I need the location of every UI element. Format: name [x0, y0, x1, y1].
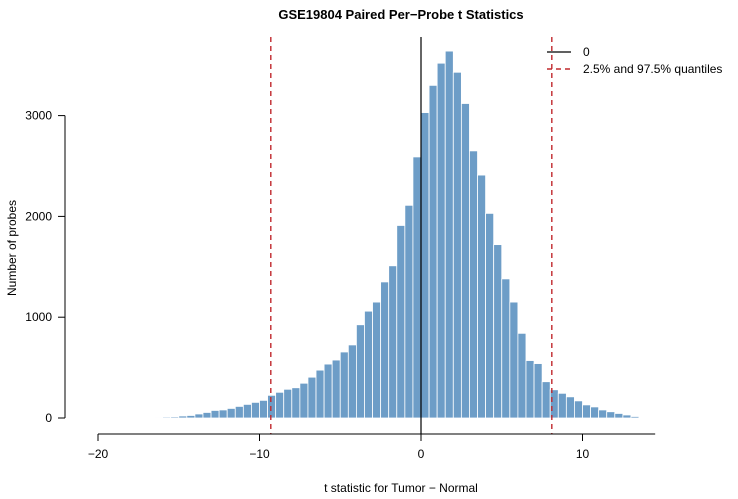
x-tick-label: −10 [249, 447, 270, 461]
histogram-bar [501, 278, 511, 419]
histogram-bar [307, 376, 317, 419]
histogram-bar [436, 62, 446, 419]
reference-lines [270, 37, 553, 434]
histogram-bar [517, 332, 527, 419]
y-tick-label: 2000 [25, 209, 52, 223]
x-axis-label: t statistic for Tumor − Normal [324, 481, 478, 495]
histogram-bar [299, 382, 309, 419]
histogram-bar [283, 388, 293, 419]
histogram-bar [557, 392, 567, 419]
histogram-bar [444, 50, 454, 419]
histogram-bar [469, 150, 478, 419]
histogram-bar [146, 417, 155, 419]
histogram-bar [234, 406, 244, 419]
histogram-bar [493, 244, 503, 419]
y-axis-label: Number of probes [5, 200, 19, 296]
histogram-bar [630, 416, 640, 419]
histogram-bar [355, 324, 365, 419]
histogram-bar [210, 410, 220, 419]
histogram-bar [226, 408, 236, 419]
histogram-bar [202, 412, 212, 419]
legend-label: 0 [583, 45, 590, 59]
histogram-bar [582, 404, 591, 419]
histogram-bar [606, 411, 616, 419]
y-tick-label: 1000 [25, 310, 52, 324]
histogram-bar [412, 156, 422, 419]
histogram-bar [477, 174, 486, 419]
histogram-bar [614, 413, 624, 419]
histogram-bars [146, 50, 648, 419]
histogram-bar [347, 344, 357, 419]
histogram-bar [323, 363, 333, 419]
histogram-bar [638, 416, 648, 419]
histogram-bar [339, 351, 349, 419]
histogram-bar [541, 381, 551, 419]
histogram-bar [242, 403, 252, 419]
histogram-bar [170, 416, 180, 419]
histogram-bar [259, 399, 268, 419]
histogram-bar [251, 401, 260, 419]
legend: 0 2.5% and 97.5% quantiles [547, 45, 722, 76]
histogram-bar [291, 387, 301, 419]
y-axis: 0 1000 2000 3000 [25, 109, 66, 425]
histogram-bar [460, 103, 470, 419]
histogram-bar [162, 416, 172, 419]
histogram-bar [525, 360, 535, 419]
histogram-bar [267, 394, 277, 419]
histogram-bar [590, 406, 600, 419]
histogram-bar [549, 389, 559, 419]
y-tick-label: 3000 [25, 109, 52, 123]
histogram-bar [485, 212, 495, 419]
histogram-bar [574, 400, 583, 419]
histogram-bar [178, 415, 188, 419]
histogram-bar [275, 391, 285, 419]
histogram-bar [420, 112, 430, 419]
histogram-bar [509, 301, 519, 419]
histogram-bar [186, 415, 196, 419]
histogram-bar [331, 359, 341, 419]
x-axis: −20 −10 0 10 [88, 433, 656, 461]
histogram-bar [396, 225, 406, 419]
x-tick-label: 0 [418, 447, 425, 461]
histogram-bar [404, 204, 414, 419]
x-tick-label: −20 [88, 447, 109, 461]
histogram-bar [622, 414, 632, 419]
legend-label: 2.5% and 97.5% quantiles [583, 62, 722, 76]
histogram-bar [364, 310, 373, 419]
histogram-bar [388, 265, 398, 419]
histogram-bar [598, 409, 608, 419]
histogram-bar [533, 363, 543, 419]
chart-title: GSE19804 Paired Per−Probe t Statistics [278, 7, 523, 22]
histogram-bar [154, 416, 163, 419]
histogram-bar [194, 413, 204, 419]
histogram-bar [428, 84, 438, 419]
y-tick-label: 0 [45, 411, 52, 425]
histogram-bar [452, 71, 462, 419]
histogram-bar [218, 409, 228, 419]
histogram-bar [372, 301, 382, 419]
histogram-bar [565, 396, 575, 419]
histogram-bar [315, 369, 325, 419]
histogram-bar [380, 281, 390, 419]
x-tick-label: 10 [576, 447, 590, 461]
